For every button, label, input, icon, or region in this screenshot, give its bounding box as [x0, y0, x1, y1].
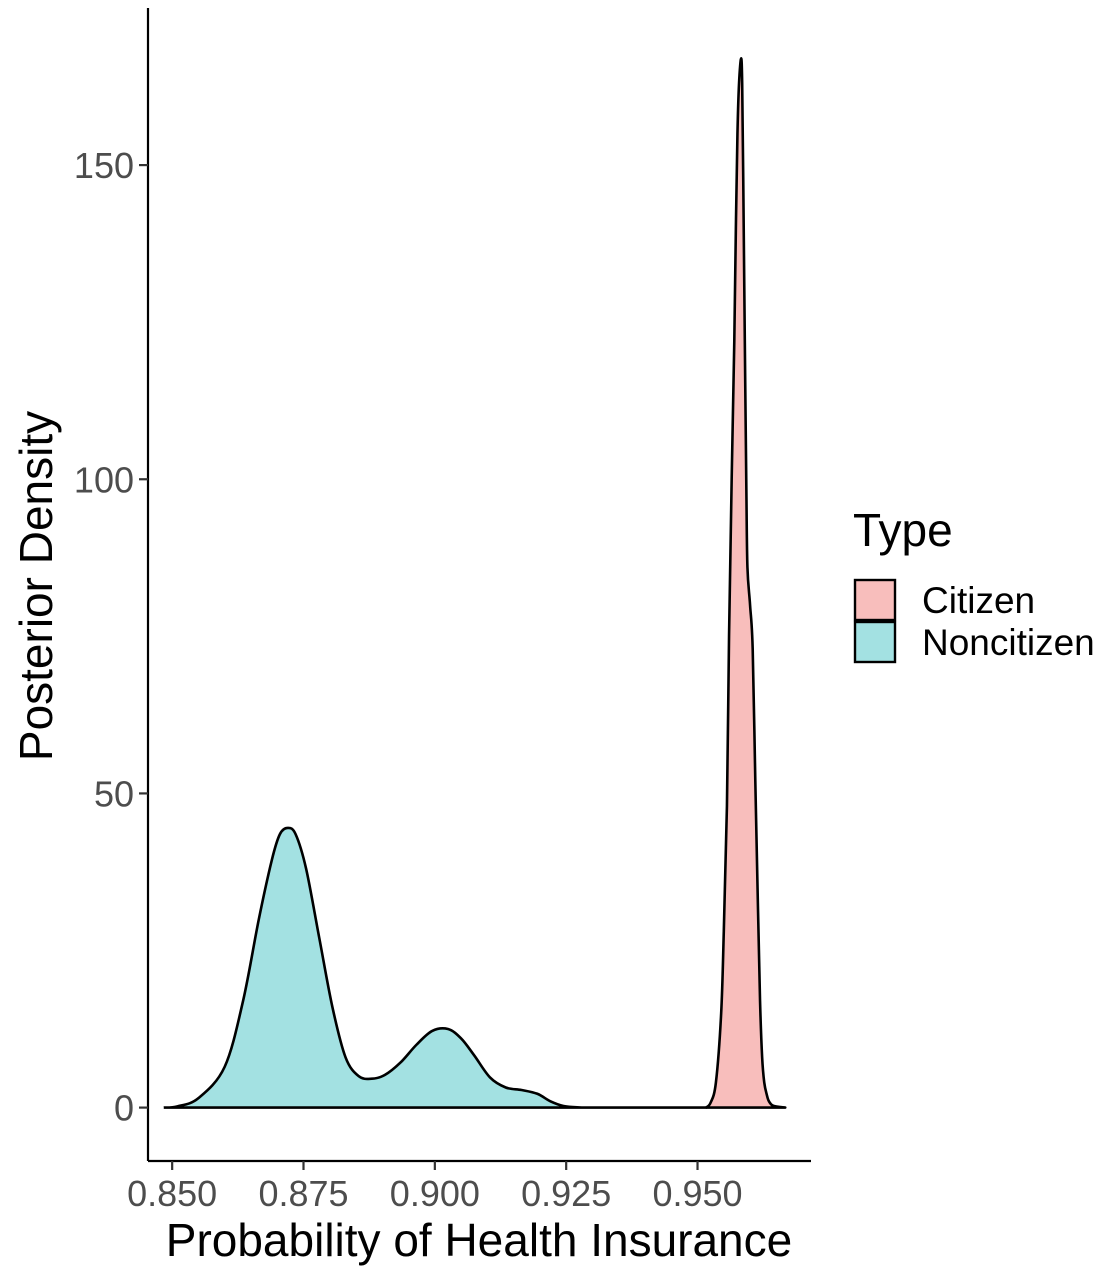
density-areas [163, 56, 787, 1109]
noncitizen-legend-label: Noncitizen [922, 622, 1095, 663]
citizen-legend-label: Citizen [922, 580, 1035, 621]
citizen-legend-swatch [853, 578, 897, 622]
x-axis-title: Probability of Health Insurance [166, 1214, 792, 1266]
x-axis-ticks: 0.850 0.875 0.900 0.925 0.950 [127, 1161, 743, 1214]
noncitizen-density-line [163, 826, 708, 1109]
y-tick-label: 0 [114, 1088, 134, 1129]
x-tick-label: 0.950 [652, 1173, 742, 1214]
citizen-density-fill [705, 58, 786, 1108]
noncitizen-legend-swatch [853, 620, 897, 664]
y-tick-label: 100 [74, 459, 134, 500]
y-tick-label: 150 [74, 145, 134, 186]
x-tick-label: 0.875 [258, 1173, 348, 1214]
noncitizen-density-fill [163, 827, 706, 1108]
legend-title: Type [853, 504, 953, 556]
y-axis-ticks: 0 50 100 150 [74, 145, 148, 1129]
y-tick-label: 50 [94, 773, 134, 814]
citizen-density-line [704, 56, 787, 1109]
y-axis-title: Posterior Density [10, 411, 62, 761]
x-tick-label: 0.850 [127, 1173, 217, 1214]
x-tick-label: 0.925 [521, 1173, 611, 1214]
x-tick-label: 0.900 [390, 1173, 480, 1214]
